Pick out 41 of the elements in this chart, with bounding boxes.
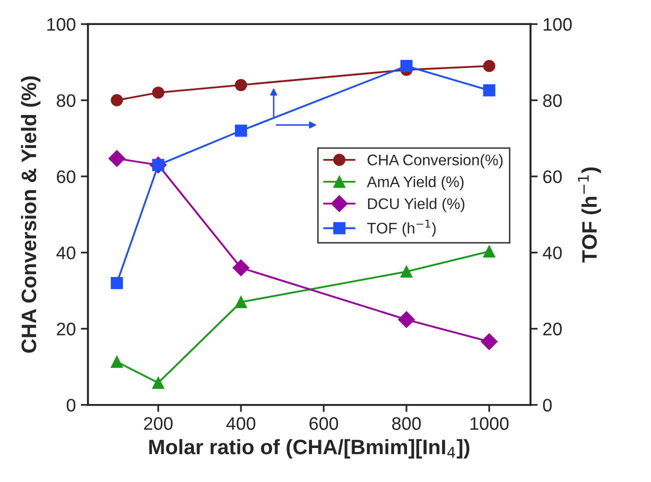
point [234, 296, 248, 308]
point [234, 78, 248, 92]
y2-tick-label: 80 [543, 94, 562, 107]
point [110, 276, 123, 290]
x-tick-label: 400 [226, 417, 256, 430]
legend-label: AmA Yield (%) [366, 176, 464, 190]
point [232, 259, 250, 276]
point [110, 356, 123, 368]
y2-tick-label: 0 [543, 398, 552, 412]
point [483, 60, 496, 72]
legend-label: TOF (h$^{−1}$) [367, 220, 436, 237]
y-tick-label: 100 [47, 18, 76, 31]
y-tick-label: 40 [56, 246, 76, 260]
y2-tick-label: 100 [544, 18, 572, 31]
x-tick-label: 600 [310, 417, 338, 430]
point [480, 333, 498, 350]
point [400, 60, 413, 72]
point [108, 150, 126, 167]
x-tick-label: 1000 [470, 417, 509, 430]
y2-tick-label: 20 [543, 322, 562, 336]
y2-axis-title: TOF (h$^{−1}$) [578, 167, 601, 262]
point [152, 376, 164, 389]
y2-tick-label: 40 [542, 246, 562, 260]
x-tick-label: 800 [392, 417, 421, 430]
y-tick-label: 80 [56, 94, 76, 107]
point [400, 266, 413, 278]
point [398, 311, 415, 328]
y-tick-label: 0 [66, 398, 76, 412]
legend-label: DCU Yield (%) [368, 198, 464, 212]
x-tick-label: 200 [144, 417, 173, 430]
point [110, 94, 123, 106]
y-tick-label: 20 [56, 322, 76, 336]
point [234, 124, 248, 137]
x-axis-title: Molar ratio of (CHA/[Bmim][InI$_{4}$]) [149, 439, 470, 458]
y-axis-title: CHA Conversion & Yield (%) [20, 76, 40, 353]
point [483, 245, 496, 258]
legend-label: CHA Conversion(%) [368, 154, 503, 168]
point [152, 86, 164, 99]
y2-tick-label: 60 [543, 170, 562, 184]
point [483, 84, 496, 96]
y-tick-label: 60 [56, 170, 76, 184]
